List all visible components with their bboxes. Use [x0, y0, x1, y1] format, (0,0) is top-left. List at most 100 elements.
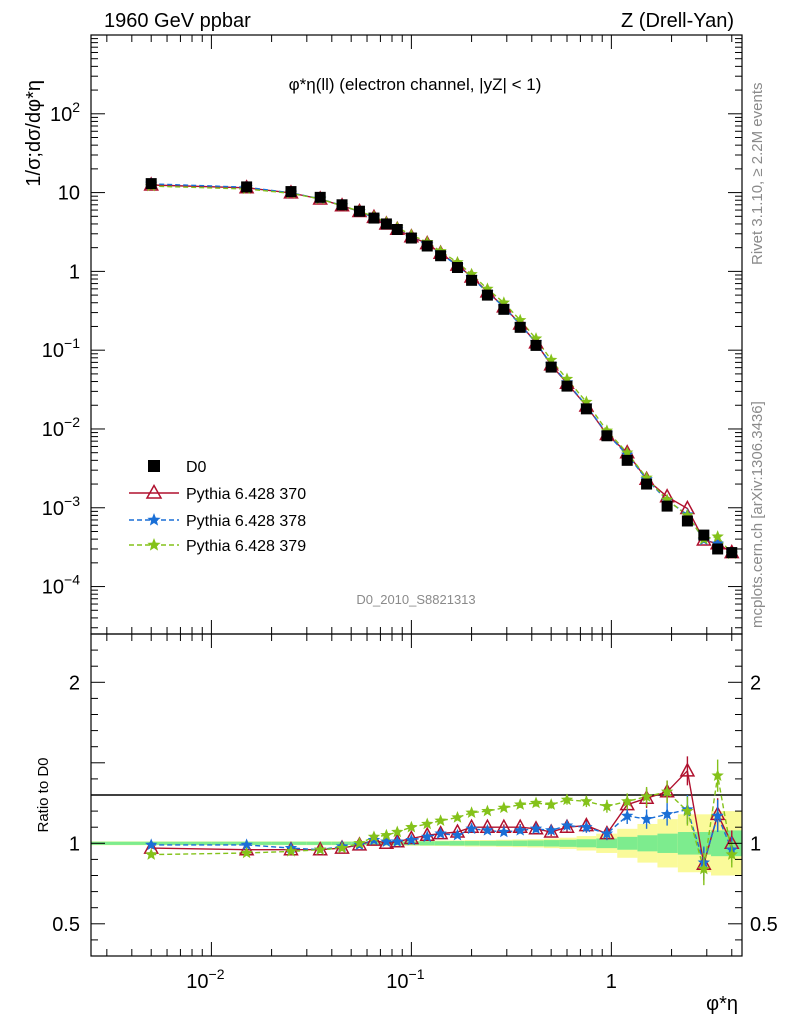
- band-inner: [419, 841, 435, 846]
- legend: D0 Pythia 6.428 370 Pythia 6.428 378 Pyt…: [129, 459, 306, 555]
- ratio-point-1: [640, 812, 653, 825]
- band-inner: [512, 840, 528, 847]
- y-tick-label-exponent: −2: [64, 414, 80, 430]
- data-point-3: [481, 282, 494, 295]
- ratio-y-axis-title: Ratio to D0: [35, 757, 52, 832]
- data-point-0: [314, 191, 326, 203]
- data-point-0: [145, 178, 157, 190]
- x-axis-title: φ*η: [706, 993, 738, 1015]
- main-axis-ticks: [91, 35, 742, 634]
- ratio-point-2: [353, 836, 366, 849]
- plot-title: φ*η(ll) (electron channel, |yZ| < 1): [289, 75, 542, 94]
- ratio-y-tick-label: 0.5: [52, 914, 80, 936]
- ratio-point-2: [600, 799, 614, 812]
- ratio-point-1: [580, 820, 593, 833]
- ratio-point-2: [514, 798, 527, 810]
- band-inner: [657, 833, 678, 853]
- data-point-0: [451, 262, 463, 274]
- ratio-point-0: [378, 834, 395, 850]
- data-point-3: [711, 530, 724, 542]
- ratio-point-0: [283, 841, 299, 856]
- data-point-3: [600, 424, 614, 436]
- ratio-point-0: [559, 818, 575, 833]
- band-inner: [677, 832, 697, 855]
- data-point-0: [391, 224, 403, 236]
- ratio-point-2: [497, 801, 511, 814]
- ratio-y-tick-label-right: 0.5: [750, 914, 778, 936]
- legend-marker-370: [145, 483, 163, 499]
- ratio-point-2: [145, 848, 158, 860]
- header-right: Z (Drell-Yan): [621, 10, 734, 32]
- data-point-0: [661, 500, 673, 512]
- data-point-0: [530, 339, 542, 351]
- band-inner: [711, 830, 725, 857]
- band-inner: [617, 836, 638, 850]
- legend-marker-379: [147, 538, 161, 551]
- data-point-0: [353, 205, 365, 217]
- data-point-0: [641, 478, 653, 490]
- ratio-point-0: [543, 823, 559, 838]
- legend-label-d0: D0: [186, 459, 207, 476]
- data-point-3: [640, 471, 653, 484]
- ratio-point-1: [391, 835, 404, 847]
- y-tick-label: 102: [50, 99, 80, 126]
- x-tick-label-base: 10: [386, 971, 408, 993]
- y-tick-label-base: 10: [42, 577, 64, 599]
- data-point-3: [660, 493, 674, 506]
- ratio-point-2: [660, 785, 674, 798]
- ratio-point-2: [725, 848, 738, 860]
- band-inner: [543, 840, 560, 847]
- data-point-3: [529, 332, 543, 344]
- data-point-0: [336, 199, 348, 211]
- ratio-point-1: [621, 809, 634, 822]
- data-point-3: [560, 372, 574, 385]
- data-point-0: [380, 218, 392, 230]
- ratio-point-1: [481, 823, 494, 836]
- rivet-label: Rivet 3.1.10, ≥ 2.2M events: [749, 83, 766, 266]
- ratio-point-0: [419, 826, 435, 841]
- ratio-point-0: [679, 762, 696, 777]
- data-point-3: [514, 313, 527, 326]
- ratio-point-2: [529, 796, 543, 809]
- y-tick-label: 10: [58, 183, 80, 205]
- ratio-point-2: [711, 769, 724, 781]
- mcplots-label: mcplots.cern.ch [arXiv:1306.3436]: [749, 401, 766, 628]
- legend-marker-378: [147, 513, 161, 526]
- ratio-point-1: [600, 827, 614, 839]
- main-series-markers: [143, 176, 740, 560]
- ratio-uncertainty-bands: [91, 811, 742, 876]
- ratio-point-2: [335, 841, 349, 854]
- ratio-point-2: [284, 844, 298, 857]
- ratio-point-2: [434, 814, 447, 827]
- x-tick-label-exponent: −1: [409, 966, 425, 982]
- y-tick-label-base: 10: [50, 104, 72, 126]
- y-tick-label: 10−1: [42, 335, 80, 362]
- y-axis-title-text: 1/σ;dσ/dφ*η: [23, 80, 45, 187]
- header-left: 1960 GeV ppbar: [104, 10, 251, 32]
- data-point-3: [681, 508, 694, 521]
- ratio-point-1: [240, 838, 253, 851]
- y-tick-label-base: 1: [69, 261, 80, 283]
- ratio-point-2: [481, 804, 494, 817]
- legend-label-370: Pythia 6.428 370: [186, 486, 306, 503]
- ratio-point-2: [681, 804, 694, 817]
- y-tick-label-base: 10: [42, 419, 64, 441]
- ratio-point-1: [405, 833, 418, 846]
- y-tick-label-exponent: −4: [64, 572, 80, 588]
- ratio-point-0: [463, 818, 480, 833]
- data-point-2: [711, 537, 724, 549]
- ratio-y-tick-labels: 0.5 0.5 1 1 2 2: [52, 672, 778, 936]
- data-point-0: [698, 529, 710, 541]
- ratio-y-tick-label: 2: [69, 672, 80, 694]
- data-point-0: [421, 240, 433, 252]
- ratio-y-tick-label-right: 2: [750, 672, 761, 694]
- ratio-point-1: [434, 827, 447, 839]
- x-tick-label: 10−1: [386, 966, 424, 993]
- data-point-0: [405, 232, 417, 244]
- data-point-0: [435, 250, 447, 262]
- ratio-point-2: [560, 793, 574, 806]
- y-tick-label: 10−2: [42, 414, 80, 441]
